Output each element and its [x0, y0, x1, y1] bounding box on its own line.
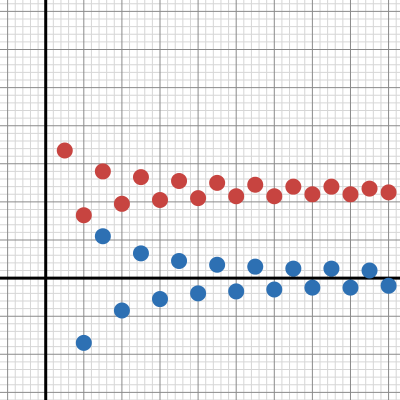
data-point-red[interactable]: [361, 180, 378, 197]
data-point-blue[interactable]: [94, 228, 111, 245]
data-point-blue[interactable]: [171, 252, 188, 269]
data-point-blue[interactable]: [247, 258, 264, 275]
data-point-red[interactable]: [266, 188, 283, 205]
data-point-blue[interactable]: [228, 283, 245, 300]
data-point-blue[interactable]: [342, 279, 359, 296]
data-points: [56, 142, 397, 351]
data-point-red[interactable]: [209, 174, 226, 191]
data-point-red[interactable]: [304, 186, 321, 203]
data-point-blue[interactable]: [190, 285, 207, 302]
data-point-red[interactable]: [56, 142, 73, 159]
data-point-blue[interactable]: [209, 256, 226, 273]
data-point-red[interactable]: [113, 195, 130, 212]
data-point-red[interactable]: [285, 178, 302, 195]
data-point-blue[interactable]: [75, 334, 92, 351]
data-point-red[interactable]: [342, 186, 359, 203]
data-point-red[interactable]: [94, 163, 111, 180]
data-point-red[interactable]: [75, 207, 92, 224]
data-point-blue[interactable]: [266, 281, 283, 298]
data-point-blue[interactable]: [304, 279, 321, 296]
data-point-blue[interactable]: [361, 262, 378, 279]
data-point-blue[interactable]: [380, 277, 397, 294]
data-point-red[interactable]: [380, 184, 397, 201]
data-point-red[interactable]: [247, 176, 264, 193]
data-point-blue[interactable]: [113, 302, 130, 319]
data-point-red[interactable]: [171, 172, 188, 189]
data-point-red[interactable]: [190, 190, 207, 207]
data-point-red[interactable]: [323, 178, 340, 195]
data-point-blue[interactable]: [323, 260, 340, 277]
data-point-blue[interactable]: [152, 291, 168, 308]
data-point-red[interactable]: [152, 192, 168, 208]
data-point-blue[interactable]: [285, 260, 302, 277]
data-point-red[interactable]: [228, 188, 245, 205]
data-point-blue[interactable]: [132, 245, 149, 262]
data-point-red[interactable]: [132, 169, 149, 186]
